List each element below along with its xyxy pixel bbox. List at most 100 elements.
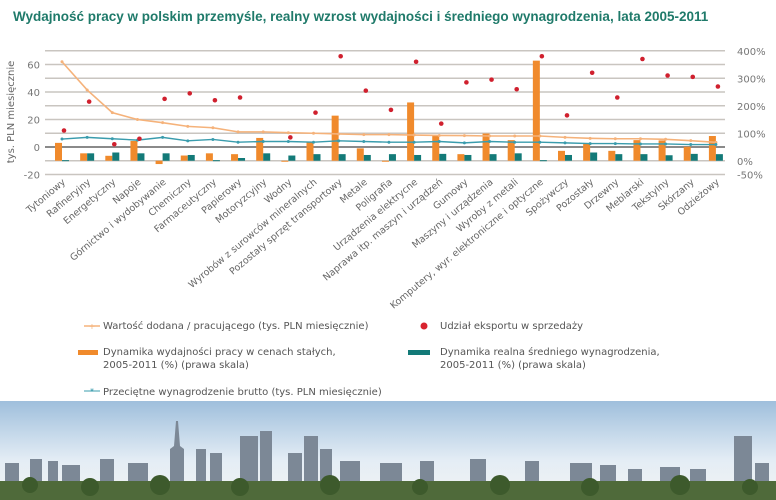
value-added-point <box>135 118 139 121</box>
legend-wage-dynamics-line1: Dynamika realna średniego wynagrodzenia, <box>440 347 660 358</box>
value-added-point <box>437 133 441 137</box>
legend-productivity-line2: 2005-2011 (%) (prawa skala) <box>103 360 249 371</box>
wage-dynamics-bar <box>212 160 220 162</box>
value-added-point <box>286 131 290 135</box>
avg-wage-point <box>513 140 517 144</box>
export-share-dot <box>112 141 117 147</box>
wage-dynamics-bar <box>665 155 673 161</box>
avg-wage-point <box>563 141 567 145</box>
avg-wage-point <box>211 137 215 141</box>
productivity-bar <box>608 150 616 161</box>
wage-dynamics-bar <box>62 160 69 162</box>
value-added-point <box>513 134 517 138</box>
legend-teal-bar-icon <box>408 350 430 355</box>
y-tick-left: 0 <box>34 143 40 154</box>
wage-dynamics-bar <box>112 152 120 161</box>
wage-dynamics-bar <box>338 154 346 161</box>
wage-dynamics-bar <box>615 154 623 161</box>
wage-dynamics-bar <box>363 154 371 161</box>
avg-wage-point <box>312 140 315 144</box>
wage-dynamics-bar <box>539 160 547 162</box>
avg-wage-point <box>613 142 617 146</box>
avg-wage-point <box>462 141 466 145</box>
avg-wage-point <box>638 142 642 146</box>
avg-wage-point <box>337 139 341 143</box>
productivity-bar <box>633 140 641 161</box>
productivity-bar <box>658 140 666 161</box>
value-added-point <box>462 134 466 138</box>
productivity-bar <box>180 155 188 161</box>
productivity-bar <box>708 136 716 161</box>
value-added-point <box>538 134 542 138</box>
value-added-point <box>60 60 64 64</box>
y-tick-left: -20 <box>24 171 40 182</box>
value-added-point <box>664 137 668 141</box>
productivity-bar <box>105 155 113 161</box>
y-tick-right: 0% <box>737 157 753 168</box>
wage-dynamics-bar <box>414 154 422 161</box>
y-tick-left: 60 <box>27 61 40 72</box>
export-share-dot <box>715 84 721 89</box>
export-share-dot <box>288 135 293 140</box>
avg-wage-point <box>538 140 542 144</box>
y-tick-right: 200% <box>737 102 766 113</box>
export-share-dot <box>589 70 595 76</box>
avg-wage-point <box>488 140 492 143</box>
legend-productivity-line1: Dynamika wydajności pracy w cenach stały… <box>103 347 336 358</box>
legend-orange-bar-icon <box>78 350 98 355</box>
avg-wage-point <box>110 137 114 141</box>
export-share-dot <box>665 73 670 78</box>
export-share-dot <box>464 80 469 85</box>
avg-wage-point <box>236 140 240 144</box>
y-tick-right: 400% <box>737 47 766 58</box>
productivity-bar <box>482 133 490 161</box>
value-added-line <box>61 61 716 144</box>
wage-dynamics-bar <box>87 153 95 161</box>
lines <box>60 60 718 147</box>
gridlines <box>45 49 725 176</box>
legend-productivity: Dynamika wydajności pracy w cenach stały… <box>103 346 336 372</box>
legend-wage-dynamics: Dynamika realna średniego wynagrodzenia,… <box>440 346 660 372</box>
value-added-point <box>261 130 265 134</box>
productivity-bar <box>457 154 465 161</box>
export-share-dot <box>61 128 67 133</box>
wage-dynamics-bar <box>238 158 246 161</box>
wage-dynamics-bar <box>640 154 648 161</box>
y-tick-left: 40 <box>27 88 40 99</box>
value-added-point <box>689 139 693 143</box>
wage-dynamics-bar <box>715 154 723 161</box>
legend-line-marker-icon: + <box>84 322 100 331</box>
productivity-bar <box>583 143 591 161</box>
productivity-bar <box>532 60 540 161</box>
export-share-dot <box>615 95 620 100</box>
productivity-bar <box>683 146 691 161</box>
value-added-point <box>412 133 416 137</box>
value-added-point <box>638 137 642 141</box>
export-share-dot <box>86 99 92 104</box>
wage-dynamics-bar <box>388 154 396 161</box>
productivity-bar <box>558 150 565 161</box>
avg-wage-point <box>689 143 693 147</box>
y-axis-label: tys. PLN miesięcznie <box>6 61 17 164</box>
export-share-dot <box>438 121 444 126</box>
productivity-bar <box>155 160 163 165</box>
export-dots <box>61 53 721 147</box>
export-share-dot <box>237 95 243 100</box>
city-skyline-photo <box>0 401 776 500</box>
bars <box>55 60 723 165</box>
y-axis-right: 400% 300% 200% 100% 0% -50% <box>737 47 766 182</box>
y-tick-left: 20 <box>27 116 40 127</box>
avg-wage-point <box>588 142 592 146</box>
avg-wage-point <box>714 143 718 147</box>
productivity-bar <box>331 115 339 161</box>
y-tick-right: 100% <box>737 129 766 140</box>
legend-value-added: Wartość dodana / pracującego (tys. PLN m… <box>103 321 369 332</box>
wage-dynamics-bar <box>263 153 271 161</box>
productivity-bar <box>407 102 415 161</box>
productivity-bar <box>130 140 138 161</box>
value-added-point <box>563 135 567 139</box>
value-added-point <box>714 140 718 144</box>
export-share-dot <box>338 53 343 59</box>
export-share-dot <box>640 56 645 62</box>
wage-dynamics-bar <box>137 153 145 161</box>
